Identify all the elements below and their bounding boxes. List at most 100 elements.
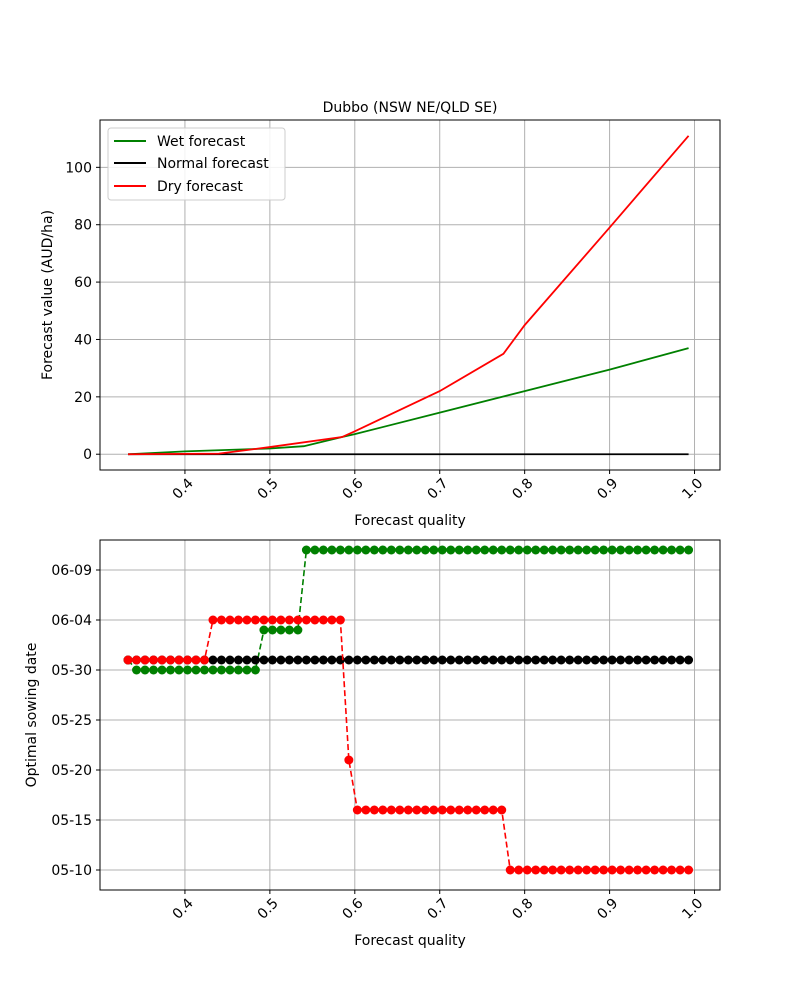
bottom-point-normal [565, 655, 575, 665]
bottom-point-dry [310, 615, 320, 625]
bottom-point-dry [149, 655, 159, 665]
bottom-point-wet [352, 545, 362, 555]
bottom-point-normal [505, 655, 515, 665]
bottom-point-wet [250, 665, 260, 675]
bottom-point-wet [310, 545, 320, 555]
bottom-y-tick-label: 05-25 [51, 713, 92, 729]
bottom-point-dry [548, 865, 558, 875]
top-series-line-dry [128, 135, 690, 456]
bottom-point-wet [582, 545, 592, 555]
bottom-point-wet [242, 665, 252, 675]
bottom-point-dry [471, 805, 481, 815]
bottom-point-wet [590, 545, 600, 555]
bottom-point-dry [539, 865, 549, 875]
bottom-point-dry [454, 805, 464, 815]
bottom-point-wet [318, 545, 328, 555]
bottom-point-normal [522, 655, 532, 665]
bottom-point-wet [624, 545, 634, 555]
bottom-point-normal [658, 655, 668, 665]
bottom-point-dry [497, 805, 507, 815]
bottom-point-dry [301, 615, 311, 625]
bottom-point-wet [208, 665, 218, 675]
bottom-point-wet [488, 545, 498, 555]
bottom-point-normal [276, 655, 286, 665]
bottom-point-wet [514, 545, 524, 555]
bottom-point-normal [386, 655, 396, 665]
bottom-point-normal [514, 655, 524, 665]
bottom-point-dry [191, 655, 201, 665]
top-y-tick-label: 20 [74, 390, 92, 406]
bottom-point-wet [565, 545, 575, 555]
bottom-point-wet [531, 545, 541, 555]
bottom-point-dry [675, 865, 685, 875]
bottom-point-normal [403, 655, 413, 665]
bottom-point-normal [471, 655, 481, 665]
bottom-point-dry [225, 615, 235, 625]
bottom-point-dry [556, 865, 566, 875]
bottom-point-wet [233, 665, 243, 675]
bottom-point-normal [412, 655, 422, 665]
bottom-point-wet [420, 545, 430, 555]
bottom-point-normal [675, 655, 685, 665]
bottom-plot-frame [99, 539, 721, 891]
bottom-point-normal [463, 655, 473, 665]
bottom-point-wet [522, 545, 532, 555]
bottom-point-wet [165, 665, 175, 675]
bottom-point-wet [386, 545, 396, 555]
bottom-point-normal [301, 655, 311, 665]
bottom-point-normal [480, 655, 490, 665]
bottom-point-wet [412, 545, 422, 555]
bottom-point-wet [369, 545, 379, 555]
bottom-point-wet [149, 665, 159, 675]
bottom-point-dry [395, 805, 405, 815]
bottom-point-dry [658, 865, 668, 875]
bottom-point-wet [616, 545, 626, 555]
top-y-tick-label: 40 [74, 332, 92, 348]
bottom-point-normal [616, 655, 626, 665]
bottom-point-dry [607, 865, 617, 875]
bottom-point-dry [420, 805, 430, 815]
bottom-point-normal [352, 655, 362, 665]
bottom-point-dry [344, 755, 354, 765]
bottom-point-normal [548, 655, 558, 665]
bottom-point-normal [624, 655, 634, 665]
bottom-point-normal [378, 655, 388, 665]
bottom-point-normal [395, 655, 405, 665]
bottom-point-dry [267, 615, 277, 625]
bottom-point-normal [607, 655, 617, 665]
bottom-point-dry [157, 655, 167, 665]
bottom-point-normal [344, 655, 354, 665]
bottom-point-normal [327, 655, 337, 665]
top-x-axis-label: Forecast quality [354, 513, 466, 529]
bottom-point-dry [531, 865, 541, 875]
bottom-point-dry [259, 615, 269, 625]
bottom-point-dry [488, 805, 498, 815]
bottom-point-dry [378, 805, 388, 815]
bottom-point-dry [132, 655, 142, 665]
bottom-point-wet [480, 545, 490, 555]
bottom-point-wet [446, 545, 456, 555]
bottom-point-dry [335, 615, 345, 625]
bottom-y-axis-label: Optimal sowing date [24, 643, 40, 788]
bottom-point-wet [132, 665, 142, 675]
bottom-point-wet [429, 545, 439, 555]
bottom-point-wet [539, 545, 549, 555]
bottom-point-normal [454, 655, 464, 665]
bottom-point-normal [318, 655, 328, 665]
bottom-point-normal [369, 655, 379, 665]
bottom-point-dry [582, 865, 592, 875]
bottom-point-wet [191, 665, 201, 675]
bottom-point-wet [658, 545, 668, 555]
bottom-point-wet [607, 545, 617, 555]
legend-dry-label: Dry forecast [157, 179, 243, 195]
bottom-point-wet [216, 665, 226, 675]
bottom-point-wet [463, 545, 473, 555]
bottom-point-wet [633, 545, 643, 555]
bottom-point-dry [165, 655, 175, 665]
bottom-point-dry [429, 805, 439, 815]
bottom-point-dry [199, 655, 209, 665]
bottom-y-tick-label: 06-04 [51, 613, 92, 629]
bottom-point-wet [225, 665, 235, 675]
bottom-point-normal [361, 655, 371, 665]
